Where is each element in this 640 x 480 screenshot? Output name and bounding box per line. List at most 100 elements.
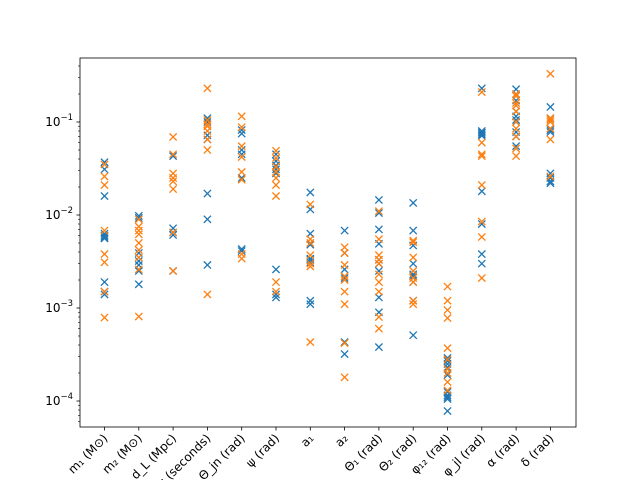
data-point [409,296,418,305]
data-point [374,207,383,216]
data-point [477,219,486,229]
data-point [409,331,418,340]
data-point [134,238,143,248]
data-point [546,127,555,137]
data-point [477,232,486,242]
data-point [374,293,383,302]
data-point [203,145,212,155]
data-point [409,300,418,309]
data-point [374,195,383,205]
data-point [271,180,281,190]
data-point [100,287,109,296]
data-point [237,152,246,162]
plot-marks [100,69,555,416]
data-point [306,235,315,244]
data-point [134,245,143,255]
data-point [340,248,349,258]
data-point [546,117,555,127]
data-point [340,260,349,270]
data-point [134,253,143,262]
data-point [443,306,452,315]
data-point [512,92,521,101]
data-point [271,278,281,287]
data-point [271,290,281,299]
data-point [340,272,349,281]
y-tick-label: 10−2 [45,206,73,222]
data-point [512,132,521,141]
data-point [477,250,486,259]
data-point [340,300,349,309]
data-point [443,365,452,374]
data-point [203,189,212,198]
data-point [340,287,349,296]
data-point [443,355,452,364]
data-point [134,226,143,235]
data-point [134,213,143,222]
data-point [512,152,521,161]
data-point [203,290,212,299]
data-point [477,273,486,283]
data-point [409,236,418,245]
data-point [374,270,383,279]
data-point [477,217,486,226]
data-point [477,131,486,140]
data-point [306,338,315,347]
data-point [443,313,452,323]
data-point [374,324,383,333]
data-point [477,138,486,147]
data-point [477,180,486,190]
data-point [340,338,349,347]
data-point [409,266,418,276]
data-point [477,87,486,97]
data-point [100,290,109,299]
data-point [169,150,178,159]
data-point [477,128,486,137]
data-point [340,338,349,348]
data-point [374,312,383,322]
data-point [512,115,521,125]
data-point [237,246,246,256]
data-point [512,89,521,99]
data-point [306,238,315,248]
data-point [546,125,555,135]
data-point [169,230,178,240]
data-point [512,98,521,108]
data-point [477,130,486,139]
data-point [546,172,555,181]
data-point [169,228,178,237]
data-point [546,135,555,144]
data-point [100,172,109,181]
data-point [134,265,143,274]
data-point [237,150,246,159]
data-point [546,179,555,188]
data-point [134,211,143,220]
data-point [169,152,178,161]
data-point [237,125,246,135]
data-point [374,278,383,287]
data-point [306,200,315,209]
data-point [169,266,178,276]
data-point [443,353,452,363]
data-point [409,238,418,247]
data-point [306,262,315,271]
data-point [271,191,281,201]
data-point [100,232,109,242]
data-point [203,126,212,136]
data-point [100,258,109,267]
data-point [306,188,315,197]
data-point [134,312,143,321]
data-point [409,253,418,262]
data-point [134,230,143,239]
data-point [237,175,246,184]
data-point [237,123,246,132]
data-point [203,114,212,123]
data-point [169,132,178,142]
data-point [100,234,109,243]
data-point [203,260,212,270]
data-point [100,160,109,169]
data-point [100,191,109,201]
data-point [512,144,521,153]
data-point [340,243,349,252]
data-point [169,177,178,186]
data-point [271,146,281,155]
